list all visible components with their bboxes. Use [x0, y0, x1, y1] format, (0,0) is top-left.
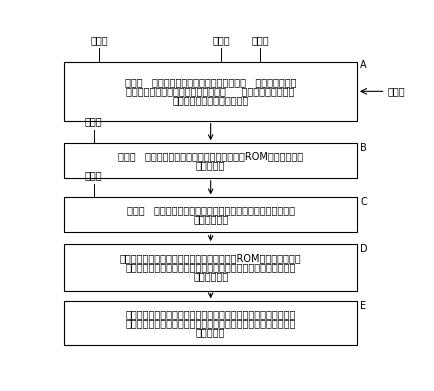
Text: 位内核程序: 位内核程序 — [196, 160, 225, 170]
Text: 将所述   控制系统中的重要变量信息保存到外部ROM中，并调用复: 将所述 控制系统中的重要变量信息保存到外部ROM中，并调用复 — [118, 151, 303, 161]
Text: 单片机: 单片机 — [85, 170, 102, 180]
Text: 单片机: 单片机 — [85, 116, 102, 126]
Bar — [64, 244, 357, 291]
Text: 在所述   控制系统中开启看门狗程序，当所述   控制系统受到非: 在所述 控制系统中开启看门狗程序，当所述 控制系统受到非 — [125, 77, 296, 87]
Bar — [64, 143, 357, 178]
Text: 单片机: 单片机 — [212, 35, 230, 45]
Text: 若前一次系统复位为正常复位，则清零已保存的变量值，等待新一: 若前一次系统复位为正常复位，则清零已保存的变量值，等待新一 — [125, 309, 296, 319]
Text: 单片机: 单片机 — [387, 86, 405, 96]
Text: 立即响应并调用软件陷阱程序: 立即响应并调用软件陷阱程序 — [172, 95, 249, 105]
Text: 单片机: 单片机 — [91, 35, 108, 45]
Bar — [64, 197, 357, 232]
Text: 若前一次系统复位为异常复位，则从所述外部ROM中读入已保存的: 若前一次系统复位为异常复位，则从所述外部ROM中读入已保存的 — [120, 253, 302, 264]
Text: B: B — [360, 143, 367, 153]
Text: 前一次系统工作相关的变量值，并赋给相应的变量，复原前一次系: 前一次系统工作相关的变量值，并赋给相应的变量，复原前一次系 — [125, 262, 296, 273]
Text: 单片机: 单片机 — [252, 35, 269, 45]
Bar — [64, 62, 357, 121]
Text: 轮的工作状态设定，开始新的运行状态，从而防止非周期干扰造成: 轮的工作状态设定，开始新的运行状态，从而防止非周期干扰造成 — [125, 318, 296, 328]
Text: 的系统死机: 的系统死机 — [196, 327, 225, 337]
Text: 周期性信号干扰时，所述看门狗程序向     发出中断信号，所述: 周期性信号干扰时，所述看门狗程序向 发出中断信号，所述 — [126, 86, 295, 96]
Text: D: D — [360, 244, 368, 254]
Bar — [64, 301, 357, 345]
Text: 统的运行状态: 统的运行状态 — [193, 271, 228, 282]
Text: C: C — [360, 197, 367, 208]
Text: 当所述   控制系统重新启动后，判断前一次系统复位是正常复位: 当所述 控制系统重新启动后，判断前一次系统复位是正常复位 — [127, 205, 295, 215]
Text: E: E — [360, 301, 366, 311]
Text: A: A — [360, 61, 367, 70]
Text: 还是异常复位: 还是异常复位 — [193, 214, 228, 224]
